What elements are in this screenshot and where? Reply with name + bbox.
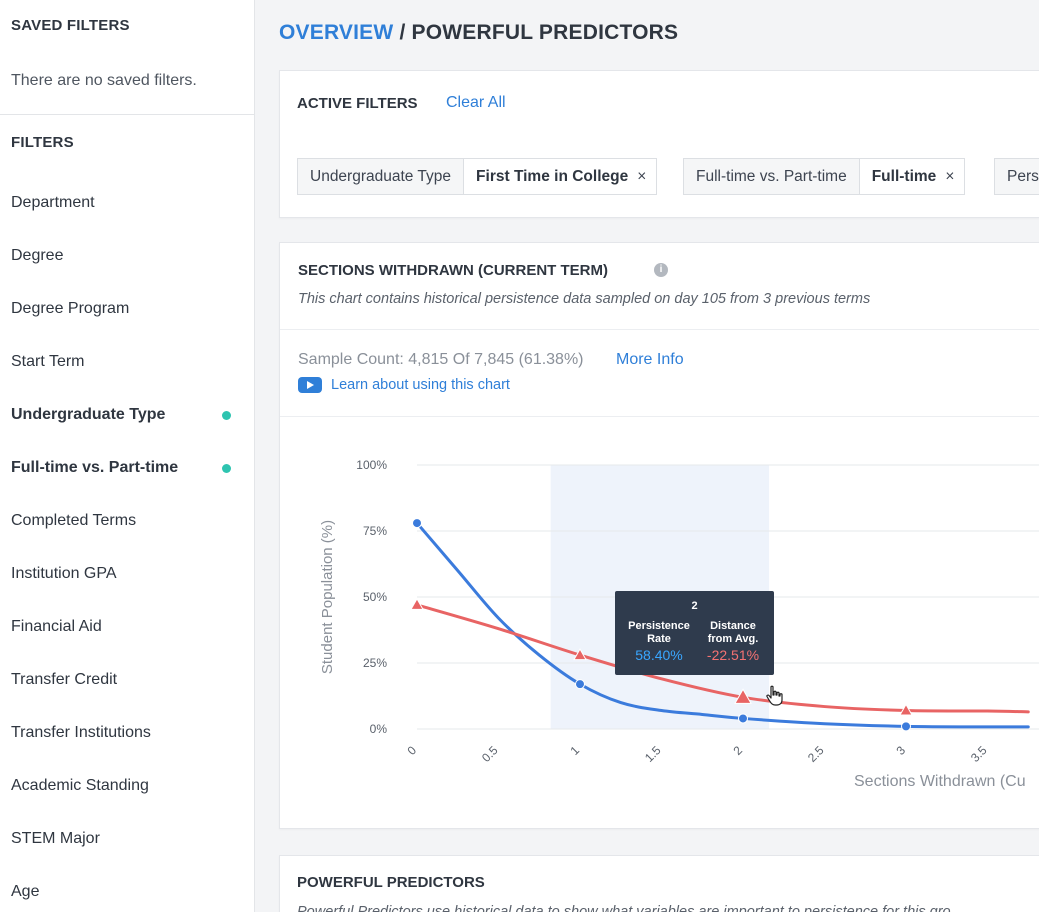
filter-chip-undergraduate-type: Undergraduate Type First Time in College… <box>297 158 658 195</box>
sidebar: SAVED FILTERS There are no saved filters… <box>0 0 255 912</box>
tooltip-persistence-col: Persistence Rate 58.40% <box>623 620 695 662</box>
filter-chip-label: Full-time vs. Part-time <box>696 168 847 185</box>
tooltip-distance-col: Distance from Avg. -22.51% <box>697 620 769 662</box>
clear-all-link[interactable]: Clear All <box>446 94 506 111</box>
y-tick-label: 0% <box>370 722 388 736</box>
x-tick-label: 3.5 <box>968 743 990 765</box>
data-point <box>412 518 422 529</box>
tooltip-label-line: Distance <box>710 620 756 632</box>
learn-chart-label: Learn about using this chart <box>331 377 510 393</box>
breadcrumb: OVERVIEW / POWERFUL PREDICTORS <box>279 21 678 45</box>
tooltip-label-line: from Avg. <box>707 633 759 645</box>
filter-chip-full-time: Full-time vs. Part-time Full-time × <box>683 158 966 195</box>
card-divider <box>280 416 1039 417</box>
persistence-line-chart[interactable]: 0% 25% 50% 75% 100% 0 0.5 1 1.5 2 2.5 3 3.5 Student P… <box>280 243 1039 830</box>
filter-chip-value-text: First Time in College <box>476 168 629 185</box>
close-icon[interactable]: × <box>637 168 647 185</box>
sidebar-item-full-time-vs-part-time[interactable]: Full-time vs. Part-time <box>11 459 179 476</box>
tooltip-x-value: 2 <box>691 600 698 612</box>
active-filters-title: ACTIVE FILTERS <box>297 95 418 112</box>
x-tick-label: 2 <box>730 743 745 758</box>
filter-chip-value: Full-time × <box>858 159 965 194</box>
sidebar-item-institution-gpa[interactable]: Institution GPA <box>11 565 117 582</box>
chart-card-title: SECTIONS WITHDRAWN (CURRENT TERM) <box>298 262 608 279</box>
close-icon[interactable]: × <box>945 168 955 185</box>
x-tick-label: 2.5 <box>805 743 827 765</box>
breadcrumb-separator: / <box>393 21 412 44</box>
card-divider <box>280 329 1039 330</box>
breadcrumb-overview-link[interactable]: OVERVIEW <box>279 21 394 44</box>
active-filters-card: ACTIVE FILTERS Clear All Undergraduate T… <box>279 70 1039 218</box>
sidebar-divider <box>0 114 255 115</box>
filter-chip-label: Undergraduate Type <box>310 168 452 185</box>
data-point <box>575 679 585 690</box>
sections-withdrawn-card: SECTIONS WITHDRAWN (CURRENT TERM) i This… <box>279 242 1039 829</box>
tooltip-persistence-value: 58.40% <box>635 647 683 663</box>
tooltip-distance-value: -22.51% <box>706 647 760 663</box>
filter-chip-persistence: Pers <box>994 158 1039 195</box>
filter-chip-label: Pers <box>1007 168 1039 185</box>
y-tick-label: 50% <box>363 590 387 604</box>
data-point <box>899 703 913 716</box>
info-icon[interactable]: i <box>654 263 668 277</box>
saved-filters-heading: SAVED FILTERS <box>11 17 130 34</box>
sidebar-item-completed-terms[interactable]: Completed Terms <box>11 512 137 529</box>
active-filter-dot <box>222 411 231 420</box>
tooltip-label-line: Rate <box>647 633 671 645</box>
filter-chip-value: First Time in College × <box>463 159 657 194</box>
sidebar-item-age[interactable]: Age <box>11 883 40 900</box>
data-point <box>573 648 587 661</box>
x-tick-label: 1 <box>567 743 582 758</box>
y-axis-label: Student Population (%) <box>319 520 336 674</box>
data-point <box>734 688 752 704</box>
sidebar-item-academic-standing[interactable]: Academic Standing <box>11 777 149 794</box>
sidebar-item-department[interactable]: Department <box>11 194 95 211</box>
active-filter-dot <box>222 464 231 473</box>
video-play-icon <box>298 377 322 393</box>
sidebar-item-financial-aid[interactable]: Financial Aid <box>11 618 102 635</box>
tooltip-label-line: Persistence <box>628 620 690 632</box>
filters-heading: FILTERS <box>11 134 74 151</box>
learn-chart-link[interactable]: Learn about using this chart <box>298 377 510 393</box>
breadcrumb-current: POWERFUL PREDICTORS <box>411 21 679 44</box>
predictors-subtitle: Powerful Predictors use historical data … <box>297 904 951 912</box>
x-tick-label: 3 <box>893 743 908 758</box>
sidebar-item-degree-program[interactable]: Degree Program <box>11 300 130 317</box>
x-tick-label: 1.5 <box>642 743 664 765</box>
powerful-predictors-card: POWERFUL PREDICTORS Powerful Predictors … <box>279 855 1039 912</box>
data-point <box>901 721 911 732</box>
y-tick-label: 100% <box>356 458 387 472</box>
predictors-title: POWERFUL PREDICTORS <box>297 874 485 891</box>
x-tick-label: 0.5 <box>479 743 501 765</box>
sidebar-item-undergraduate-type[interactable]: Undergraduate Type <box>11 406 166 423</box>
sidebar-item-start-term[interactable]: Start Term <box>11 353 85 370</box>
more-info-link[interactable]: More Info <box>616 351 684 368</box>
sample-count: Sample Count: 4,815 Of 7,845 (61.38%) <box>298 351 584 368</box>
hand-cursor-icon <box>766 685 783 706</box>
saved-filters-empty-text: There are no saved filters. <box>11 72 197 89</box>
data-point <box>410 597 424 610</box>
chart-card-subtitle: This chart contains historical persisten… <box>298 291 871 307</box>
y-tick-label: 75% <box>363 524 387 538</box>
sidebar-item-degree[interactable]: Degree <box>11 247 64 264</box>
sidebar-item-transfer-credit[interactable]: Transfer Credit <box>11 671 118 688</box>
sidebar-item-stem-major[interactable]: STEM Major <box>11 830 100 847</box>
chart-tooltip: 2 Persistence Rate 58.40% Distance from … <box>615 591 774 675</box>
filter-chip-value-text: Full-time <box>871 168 937 185</box>
x-axis-label: Sections Withdrawn (Cu <box>854 773 1026 790</box>
y-tick-label: 25% <box>363 656 387 670</box>
x-tick-label: 0 <box>404 743 419 758</box>
data-point <box>738 713 748 724</box>
sidebar-item-transfer-institutions[interactable]: Transfer Institutions <box>11 724 151 741</box>
